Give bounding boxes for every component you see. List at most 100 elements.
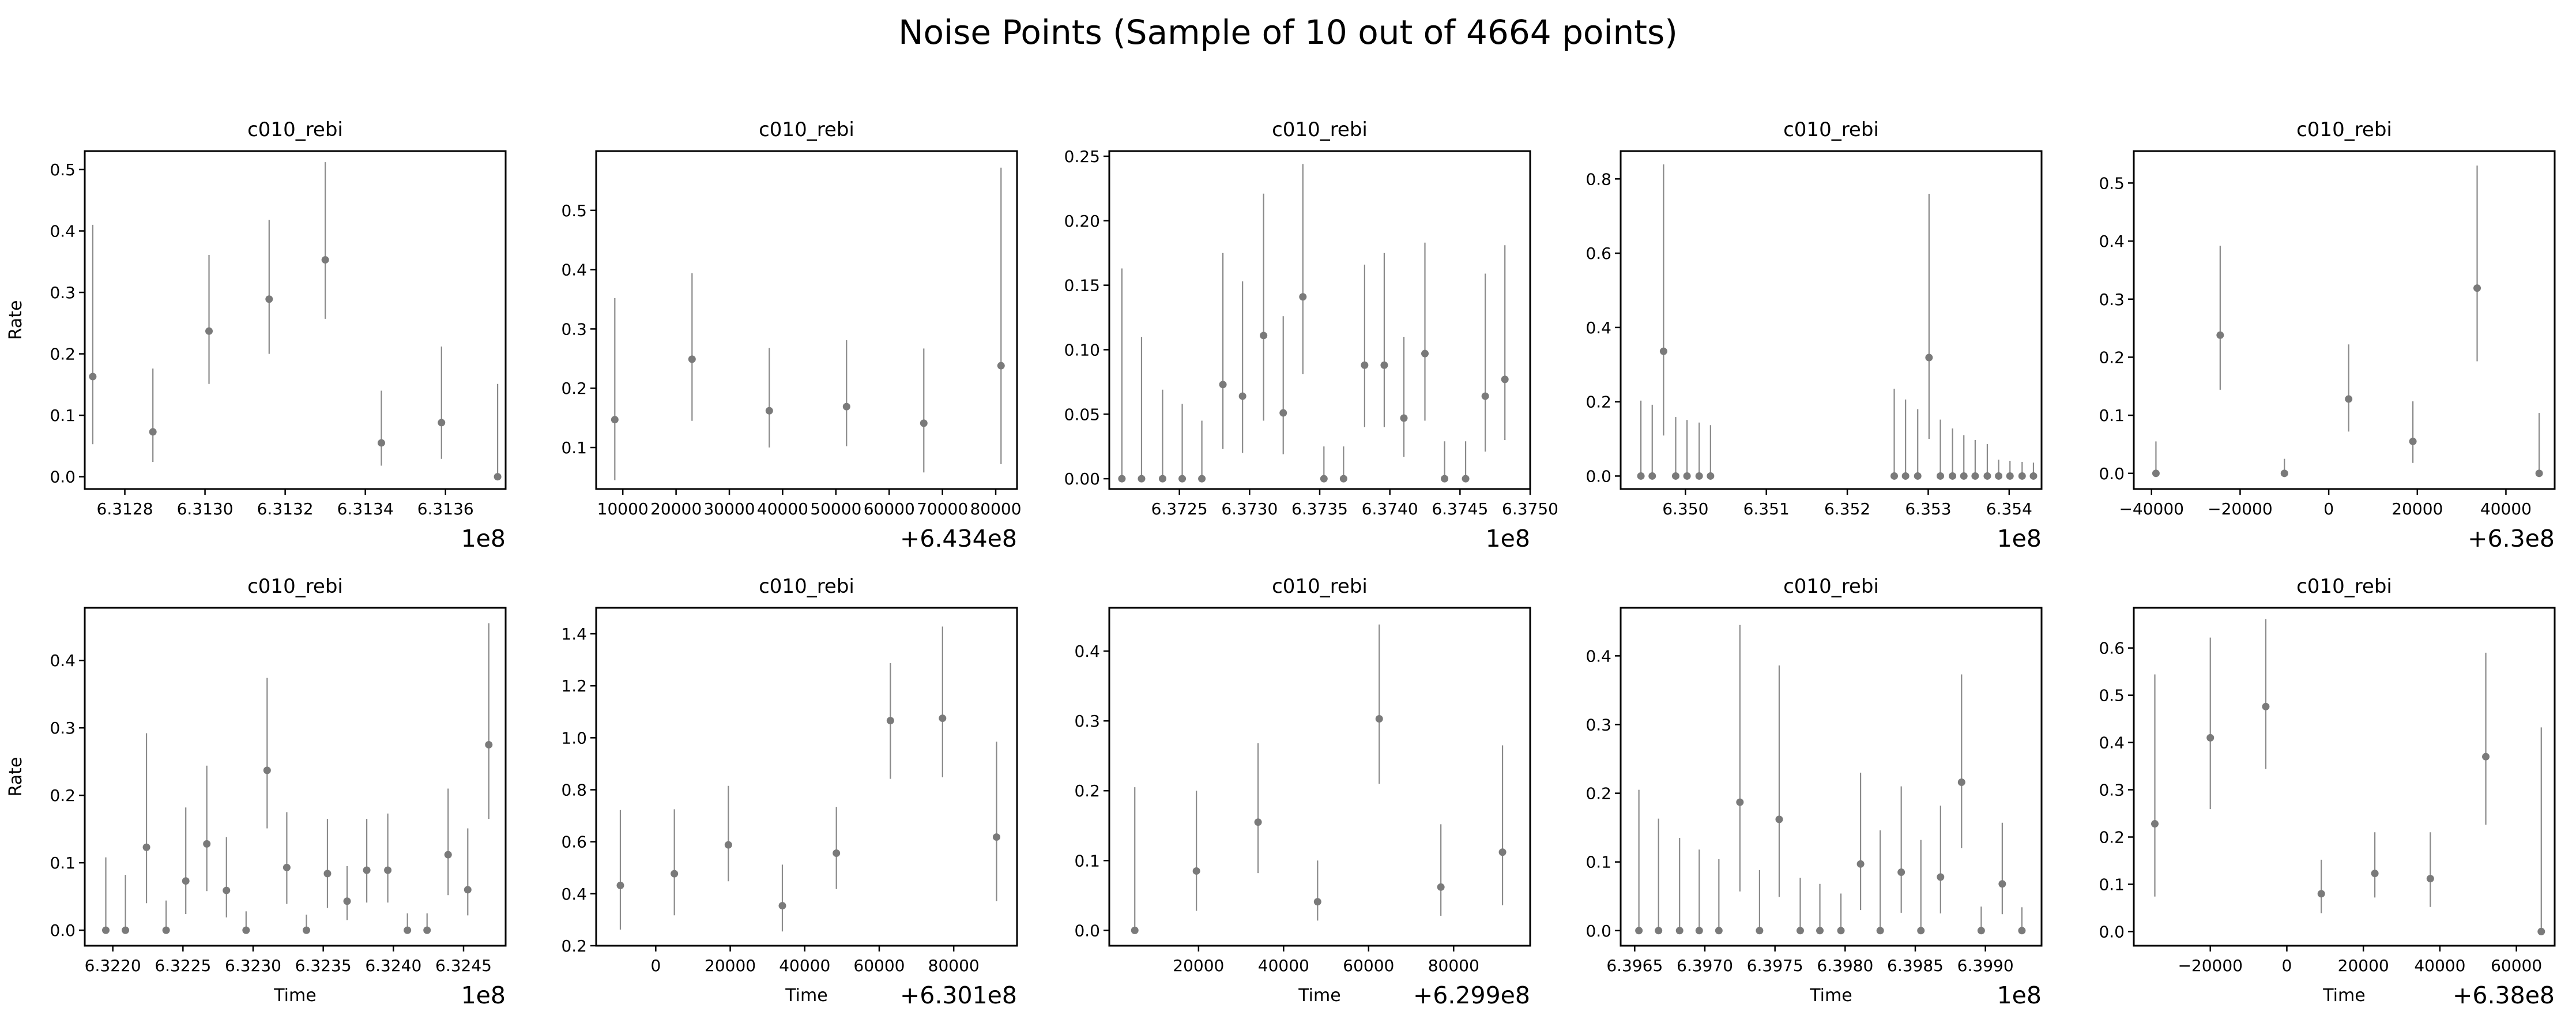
x-offset-label: 1e8: [1997, 981, 2042, 1009]
x-tick-label: 6.3735: [1291, 499, 1348, 518]
x-tick-label: 40000: [779, 956, 830, 975]
data-point: [283, 863, 291, 871]
data-point: [223, 886, 231, 894]
subplot-title: c010_rebi: [247, 118, 343, 141]
data-point: [1637, 472, 1645, 480]
x-tick-label: 6.3750: [1502, 499, 1558, 518]
y-tick-label: 0.25: [1064, 147, 1100, 166]
y-tick-label: 0.1: [1074, 851, 1100, 870]
axes-frame: [2133, 150, 2556, 490]
subplot-7: c010_rebi 0.2 0.4 0.6 0.8 1.0 1.2 1.4 0 20000 4000…: [561, 575, 1018, 1009]
data-point: [1375, 715, 1383, 723]
y-tick-label: 0.1: [2099, 875, 2125, 894]
data-point: [485, 740, 493, 749]
x-tick-label: 20000: [650, 499, 702, 518]
data-point: [2345, 395, 2353, 403]
y-tick-label: 0.0: [1585, 922, 1611, 941]
x-tick-label: 6.3245: [435, 956, 492, 975]
x-axis-label: Time: [1298, 986, 1340, 1006]
data-point: [1960, 472, 1968, 480]
data-point: [1437, 883, 1445, 891]
y-tick-label: 0.6: [2099, 639, 2125, 658]
x-tick-label: 60000: [864, 499, 915, 518]
y-tick-label: 0.8: [1585, 170, 1611, 189]
y-tick-label: 1.0: [561, 728, 587, 747]
x-tick-label: 40000: [757, 499, 808, 518]
data-point: [1796, 927, 1804, 935]
x-tick-label: 6.352: [1824, 499, 1870, 518]
data-point: [404, 926, 412, 934]
data-point: [1683, 472, 1691, 480]
subplot-title: c010_rebi: [759, 118, 854, 141]
data-point: [444, 851, 452, 859]
data-point: [122, 926, 130, 934]
data-point: [363, 866, 371, 874]
x-tick-label: 80000: [928, 956, 980, 975]
y-tick-label: 0.3: [1074, 712, 1100, 731]
data-point: [1937, 472, 1945, 480]
data-point: [1635, 927, 1643, 935]
y-axis-label: Rate: [6, 757, 26, 797]
subplot-2: c010_rebi 0.1 0.2 0.3 0.4 0.5 10000 20000 30000 4…: [561, 118, 1021, 552]
data-point: [1158, 475, 1166, 483]
data-point: [1876, 927, 1884, 935]
axes-frame: [1620, 150, 2043, 490]
data-point: [205, 327, 213, 335]
data-point: [2151, 820, 2159, 828]
axes-frame: [1620, 607, 2043, 947]
x-tick-label: 20000: [2392, 499, 2443, 518]
data-point: [242, 926, 250, 934]
data-point: [1320, 475, 1328, 483]
y-tick-label: 0.2: [561, 937, 587, 956]
data-point: [1957, 778, 1965, 787]
data-point: [778, 902, 786, 910]
x-tick-label: 20000: [1173, 956, 1224, 975]
y-tick-label: 0.6: [1585, 244, 1611, 263]
x-tick-label: 30000: [703, 499, 755, 518]
subplot-10: c010_rebi 0.0 0.1 0.2 0.3 0.4 0.5 0.6 −20000 0 200…: [2099, 575, 2556, 1009]
x-tick-label: 6.3128: [97, 499, 153, 518]
data-point: [423, 926, 431, 934]
x-tick-label: 6.3980: [1817, 956, 1873, 975]
data-point: [162, 926, 170, 934]
data-point: [2409, 437, 2417, 445]
y-tick-label: 1.4: [561, 625, 587, 644]
x-offset-label: 1e8: [461, 525, 506, 552]
data-point: [2029, 472, 2038, 480]
data-point: [1937, 873, 1945, 881]
subplot-title: c010_rebi: [2296, 575, 2392, 598]
y-tick-label: 0.3: [2099, 290, 2125, 309]
data-point: [688, 355, 696, 363]
x-offset-label: +6.299e8: [1413, 981, 1530, 1009]
subplot-title: c010_rebi: [759, 575, 854, 598]
x-tick-label: 6.353: [1905, 499, 1951, 518]
data-point: [1949, 472, 1957, 480]
data-point: [939, 714, 947, 723]
data-point: [142, 843, 150, 851]
data-point: [1361, 361, 1369, 369]
data-point: [833, 849, 841, 857]
x-tick-label: 6.3740: [1362, 499, 1418, 518]
y-tick-label: 0.10: [1064, 340, 1100, 359]
data-point: [1462, 475, 1470, 483]
data-point: [321, 256, 329, 264]
y-tick-label: 0.3: [1585, 715, 1611, 734]
y-tick-label: 0.4: [561, 261, 587, 280]
x-tick-label: 6.3220: [85, 956, 141, 975]
x-tick-label: 6.351: [1743, 499, 1790, 518]
data-point: [1380, 361, 1388, 369]
x-tick-label: 50000: [810, 499, 861, 518]
subplot-title: c010_rebi: [1783, 575, 1879, 598]
x-tick-label: 6.3990: [1957, 956, 2014, 975]
data-point: [1897, 868, 1905, 877]
x-tick-label: 6.354: [1986, 499, 2032, 518]
subplot-3: c010_rebi 0.00 0.05 0.10 0.15 0.20 0.25 6.3725 6…: [1064, 118, 1558, 552]
subplot-1: c010_rebi 0.0 0.1 0.2 0.3 0.4 0.5 6.3128 6.3130 6…: [6, 118, 507, 552]
subplot-title: c010_rebi: [1272, 575, 1368, 598]
y-axis-label: Rate: [6, 300, 26, 340]
x-tick-label: 20000: [705, 956, 756, 975]
axes-frame: [595, 607, 1018, 947]
data-point: [616, 881, 624, 889]
data-point: [438, 419, 446, 427]
x-tick-label: 6.3134: [337, 499, 394, 518]
